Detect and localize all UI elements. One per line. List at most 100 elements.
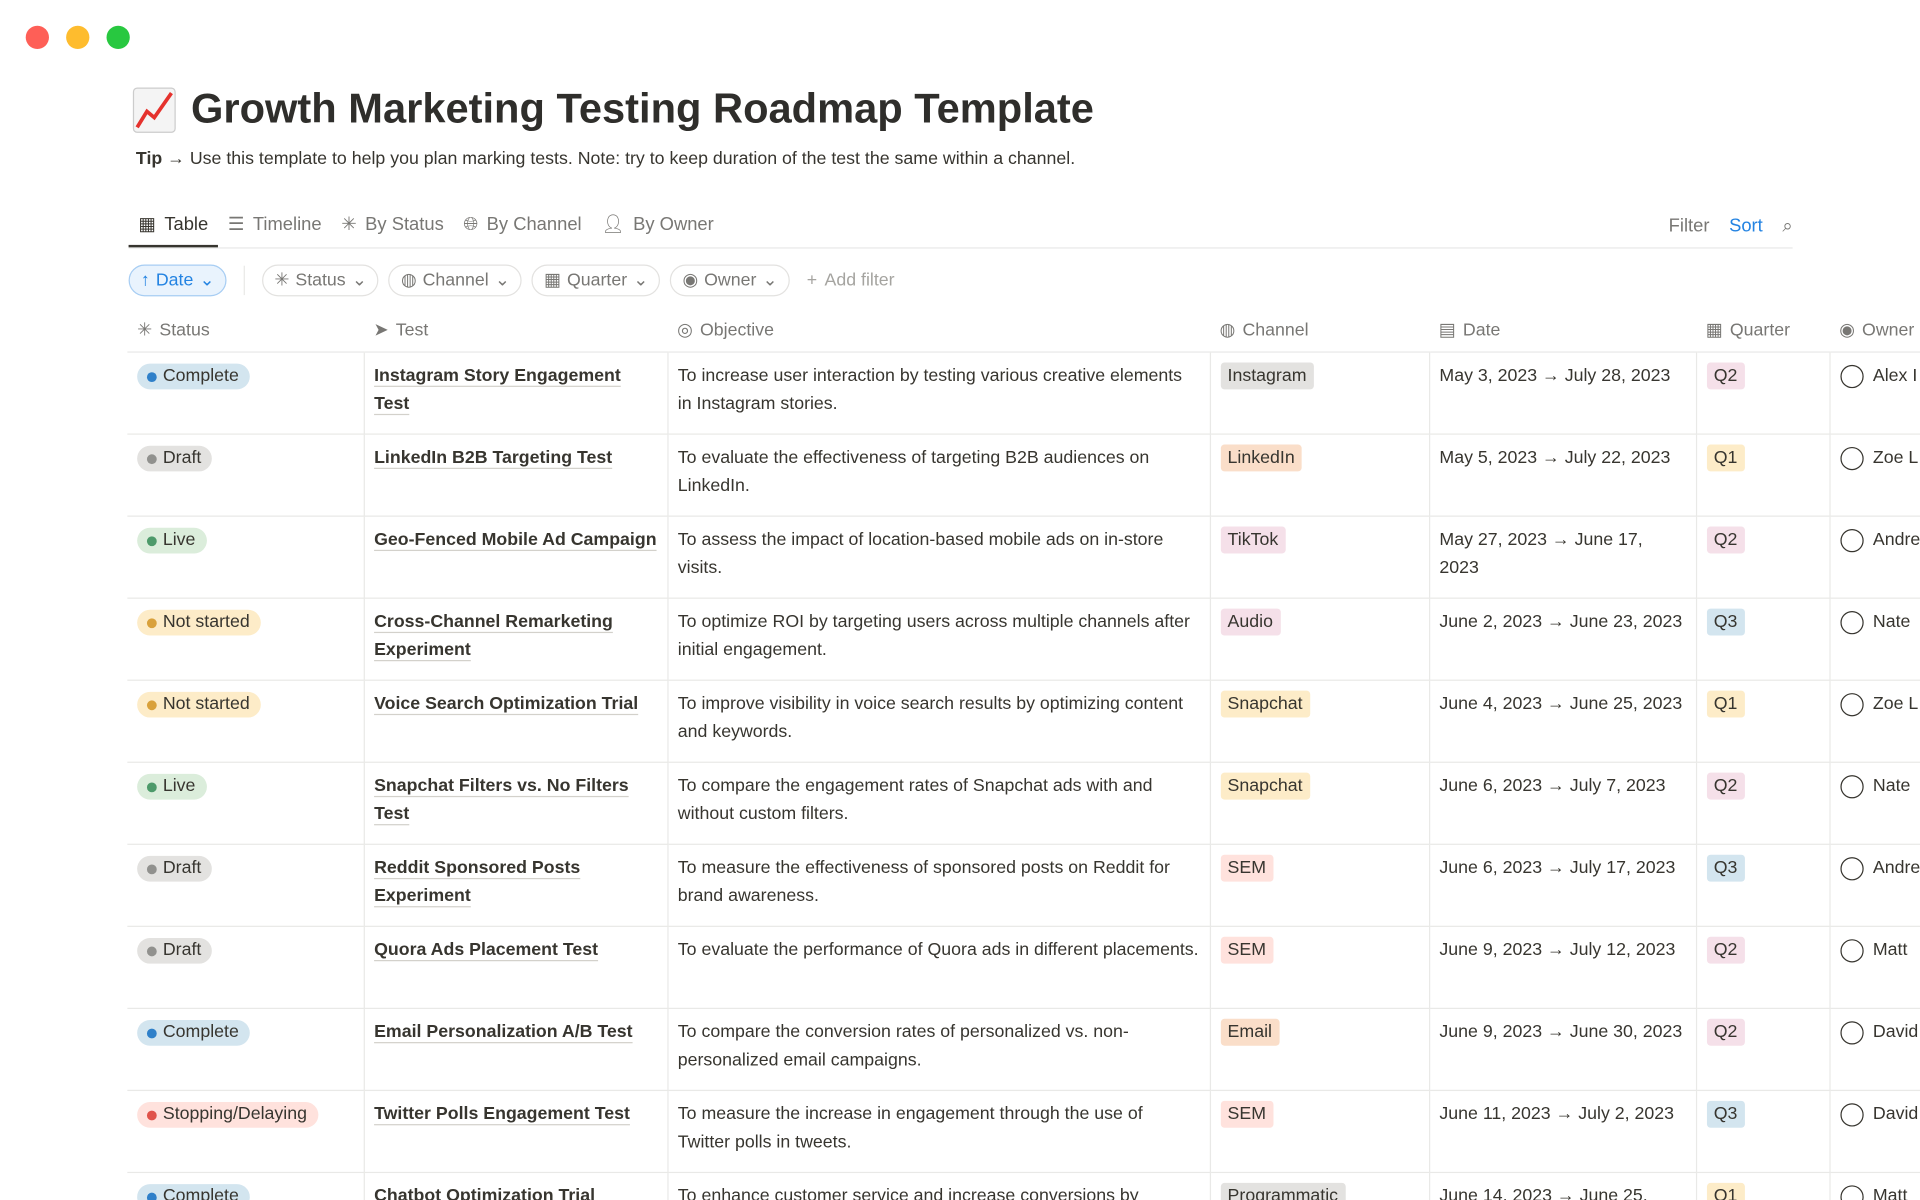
column-header-quarter[interactable]: ▦ Quarter: [1695, 309, 1830, 353]
tab-table[interactable]: ▦ Table: [128, 203, 219, 248]
test-link[interactable]: Voice Search Optimization Trial: [374, 694, 639, 714]
status-cell[interactable]: Complete: [127, 1008, 365, 1092]
objective-cell[interactable]: To improve visibility in voice search re…: [667, 680, 1211, 763]
table-row[interactable]: Complete Chatbot Optimization Trial To e…: [127, 1172, 1920, 1200]
channel-cell[interactable]: SEM: [1209, 844, 1430, 927]
owner-cell[interactable]: David: [1829, 1008, 1920, 1092]
status-cell[interactable]: Complete: [127, 1172, 365, 1200]
test-link[interactable]: Reddit Sponsored Posts Experiment: [374, 858, 581, 907]
channel-cell[interactable]: TikTok: [1209, 516, 1430, 599]
table-row[interactable]: Not started Cross-Channel Remarketing Ex…: [127, 598, 1920, 681]
channel-cell[interactable]: Programmatic: [1209, 1172, 1430, 1200]
table-row[interactable]: Draft Quora Ads Placement Test To evalua…: [127, 926, 1920, 1009]
owner-cell[interactable]: David: [1829, 1090, 1920, 1174]
test-link[interactable]: Chatbot Optimization Trial: [374, 1186, 596, 1200]
add-filter-button[interactable]: + Add filter: [806, 270, 895, 291]
objective-cell[interactable]: To compare the conversion rates of perso…: [667, 1008, 1211, 1092]
tab-by-status[interactable]: ✳ By Status: [341, 213, 444, 236]
test-cell[interactable]: Geo-Fenced Mobile Ad Campaign: [363, 516, 668, 599]
status-cell[interactable]: Live: [127, 762, 365, 845]
quarter-cell[interactable]: Q2: [1695, 926, 1831, 1009]
status-filter-chip[interactable]: ✳ Status ⌄: [262, 264, 379, 297]
status-cell[interactable]: Stopping/Delaying: [127, 1090, 365, 1174]
date-cell[interactable]: June 9, 2023 → July 12, 2023: [1428, 926, 1697, 1009]
status-cell[interactable]: Draft: [127, 926, 365, 1009]
quarter-cell[interactable]: Q2: [1695, 352, 1831, 435]
date-cell[interactable]: June 11, 2023 → July 2, 2023: [1428, 1090, 1697, 1174]
owner-cell[interactable]: Andre: [1829, 516, 1920, 599]
test-cell[interactable]: LinkedIn B2B Targeting Test: [363, 434, 668, 517]
owner-cell[interactable]: Nate: [1829, 762, 1920, 845]
table-row[interactable]: Draft Reddit Sponsored Posts Experiment …: [127, 844, 1920, 927]
table-row[interactable]: Not started Voice Search Optimization Tr…: [127, 680, 1920, 763]
test-cell[interactable]: Instagram Story Engagement Test: [363, 352, 668, 435]
channel-cell[interactable]: Audio: [1209, 598, 1430, 681]
test-link[interactable]: Geo-Fenced Mobile Ad Campaign: [374, 530, 657, 550]
owner-cell[interactable]: Nate: [1829, 598, 1920, 681]
owner-cell[interactable]: Matt: [1829, 1172, 1920, 1200]
objective-cell[interactable]: To measure the effectiveness of sponsore…: [667, 844, 1211, 927]
filter-button[interactable]: Filter: [1668, 214, 1710, 236]
status-cell[interactable]: Not started: [127, 598, 365, 681]
column-header-test[interactable]: ➤ Test: [363, 309, 668, 353]
quarter-cell[interactable]: Q3: [1695, 844, 1831, 927]
test-cell[interactable]: Twitter Polls Engagement Test: [363, 1090, 668, 1174]
column-header-date[interactable]: ▤ Date: [1428, 309, 1696, 353]
status-cell[interactable]: Live: [127, 516, 365, 599]
objective-cell[interactable]: To increase user interaction by testing …: [667, 352, 1211, 435]
objective-cell[interactable]: To assess the impact of location-based m…: [667, 516, 1211, 599]
window-close-button[interactable]: [25, 25, 49, 49]
test-link[interactable]: Quora Ads Placement Test: [374, 940, 599, 961]
quarter-cell[interactable]: Q1: [1695, 680, 1831, 763]
window-minimize-button[interactable]: [66, 25, 90, 49]
column-header-objective[interactable]: ◎ Objective: [667, 309, 1210, 353]
owner-cell[interactable]: Zoe L: [1829, 434, 1920, 517]
date-cell[interactable]: May 27, 2023 → June 17, 2023: [1428, 516, 1697, 599]
table-row[interactable]: Complete Email Personalization A/B Test …: [127, 1008, 1920, 1092]
tab-by-owner[interactable]: 👤︎ By Owner: [601, 213, 714, 236]
quarter-cell[interactable]: Q3: [1695, 1090, 1831, 1174]
search-icon[interactable]: ⌕: [1782, 214, 1793, 236]
date-cell[interactable]: June 6, 2023 → July 17, 2023: [1428, 844, 1697, 927]
objective-cell[interactable]: To optimize ROI by targeting users acros…: [667, 598, 1211, 681]
test-cell[interactable]: Chatbot Optimization Trial: [363, 1172, 668, 1200]
objective-cell[interactable]: To measure the increase in engagement th…: [667, 1090, 1211, 1174]
test-link[interactable]: Email Personalization A/B Test: [374, 1022, 633, 1043]
date-cell[interactable]: June 4, 2023 → June 25, 2023: [1428, 680, 1697, 763]
date-cell[interactable]: June 14, 2023 → June 25, 2023: [1428, 1172, 1697, 1200]
test-cell[interactable]: Reddit Sponsored Posts Experiment: [363, 844, 668, 927]
test-link[interactable]: Snapchat Filters vs. No Filters Test: [374, 776, 629, 825]
quarter-cell[interactable]: Q1: [1695, 1172, 1831, 1200]
column-header-status[interactable]: ✳ Status: [127, 309, 364, 353]
table-row[interactable]: Stopping/Delaying Twitter Polls Engageme…: [127, 1090, 1920, 1174]
date-cell[interactable]: June 9, 2023 → June 30, 2023: [1428, 1008, 1697, 1092]
channel-cell[interactable]: Snapchat: [1209, 680, 1430, 763]
objective-cell[interactable]: To evaluate the effectiveness of targeti…: [667, 434, 1211, 517]
column-header-owner[interactable]: ◉ Owner: [1829, 309, 1920, 353]
test-cell[interactable]: Snapchat Filters vs. No Filters Test: [363, 762, 668, 845]
status-cell[interactable]: Not started: [127, 680, 365, 763]
table-row[interactable]: Live Snapchat Filters vs. No Filters Tes…: [127, 762, 1920, 845]
date-cell[interactable]: May 5, 2023 → July 22, 2023: [1428, 434, 1697, 517]
owner-cell[interactable]: Alex I: [1829, 352, 1920, 435]
channel-cell[interactable]: Instagram: [1209, 352, 1430, 435]
date-cell[interactable]: May 3, 2023 → July 28, 2023: [1428, 352, 1697, 435]
channel-cell[interactable]: SEM: [1209, 926, 1430, 1009]
quarter-cell[interactable]: Q1: [1695, 434, 1831, 517]
test-cell[interactable]: Email Personalization A/B Test: [363, 1008, 668, 1092]
owner-cell[interactable]: Matt: [1829, 926, 1920, 1009]
sort-button[interactable]: Sort: [1729, 214, 1763, 236]
date-cell[interactable]: June 2, 2023 → June 23, 2023: [1428, 598, 1697, 681]
owner-cell[interactable]: Andre: [1829, 844, 1920, 927]
test-link[interactable]: LinkedIn B2B Targeting Test: [374, 448, 613, 468]
status-cell[interactable]: Draft: [127, 844, 365, 927]
channel-cell[interactable]: Email: [1209, 1008, 1430, 1092]
table-row[interactable]: Complete Instagram Story Engagement Test…: [127, 352, 1920, 435]
test-cell[interactable]: Cross-Channel Remarketing Experiment: [363, 598, 668, 681]
status-cell[interactable]: Draft: [127, 434, 365, 517]
table-row[interactable]: Live Geo-Fenced Mobile Ad Campaign To as…: [127, 516, 1920, 599]
channel-filter-chip[interactable]: ◍ Channel ⌄: [388, 264, 523, 297]
quarter-filter-chip[interactable]: ▦ Quarter ⌄: [531, 264, 661, 297]
objective-cell[interactable]: To enhance customer service and increase…: [667, 1172, 1211, 1200]
objective-cell[interactable]: To compare the engagement rates of Snapc…: [667, 762, 1211, 845]
